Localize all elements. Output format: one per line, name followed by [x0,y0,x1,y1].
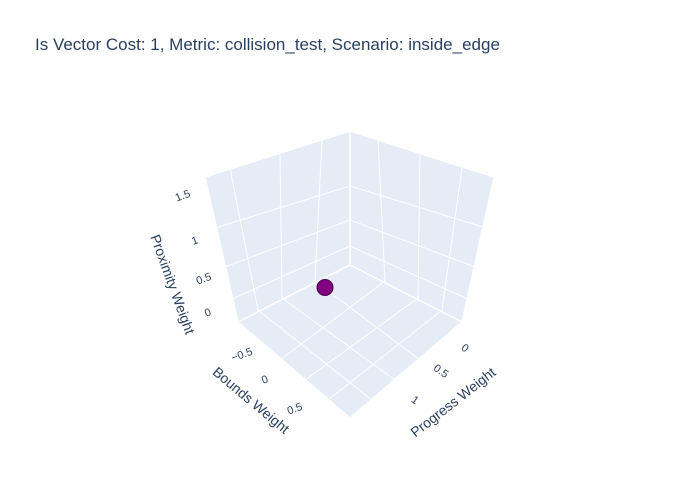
data-point[interactable] [316,279,334,296]
x-tick-label: 0 [459,342,471,355]
y-tick-label: 0.5 [286,401,304,418]
x-tick-label: 0.5 [431,362,450,381]
z-tick-label: 0 [203,306,213,319]
chart-title: Is Vector Cost: 1, Metric: collision_tes… [35,35,500,54]
y-axis-title: Bounds Weight [210,364,293,437]
z-axis-title: Proximity Weight [147,232,198,336]
scene-walls [204,129,495,419]
y-tick-label: 0 [260,373,270,386]
floor-plane [236,264,464,419]
x-axis-title: Progress Weight [407,364,498,440]
data-points [316,279,334,296]
z-tick-label: 0.5 [195,271,213,288]
grid-lines [214,139,487,401]
y-tick-label: −0.5 [230,346,255,365]
z-tick-labels: 0 0.5 1 1.5 [174,188,213,320]
x-tick-label: 1 [409,394,421,407]
z-tick-label: 1 [190,234,200,247]
z-tick-label: 1.5 [174,188,192,205]
